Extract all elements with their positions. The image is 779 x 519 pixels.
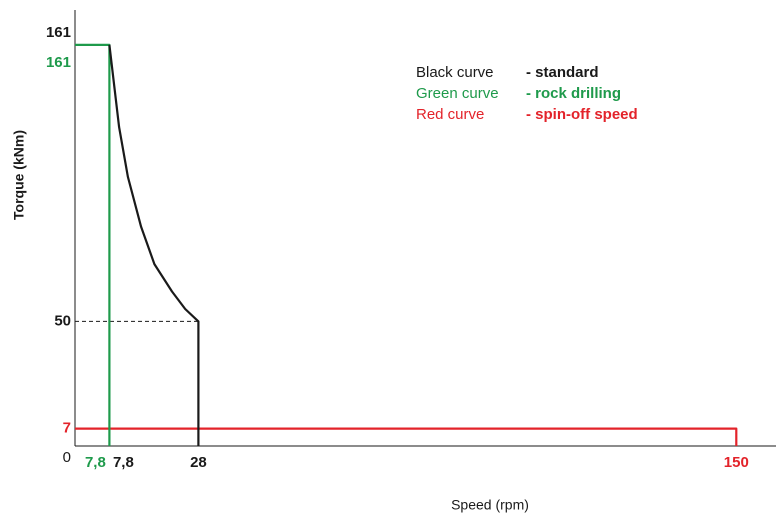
legend-label: Green curve <box>416 85 499 102</box>
legend-description: - spin-off speed <box>526 106 638 123</box>
x-tick-label: 150 <box>724 454 749 471</box>
y-tick-label: 50 <box>54 312 71 329</box>
x-axis-label: Speed (rpm) <box>451 497 529 513</box>
series-line <box>75 43 111 446</box>
y-tick-label: 0 <box>63 449 71 466</box>
series-line <box>75 427 738 446</box>
series-line <box>108 44 200 446</box>
y-tick-label: 161 <box>46 24 71 41</box>
x-tick-label: 7,8 <box>85 454 106 471</box>
legend-label: Red curve <box>416 106 484 123</box>
y-tick-label: 161 <box>46 54 71 71</box>
y-axis-label: Torque (kNm) <box>11 130 27 220</box>
x-tick-label: 7,8 <box>113 454 134 471</box>
legend-description: - standard <box>526 64 599 81</box>
legend-label: Black curve <box>416 64 494 81</box>
legend-description: - rock drilling <box>526 85 621 102</box>
x-tick-label: 28 <box>190 454 207 471</box>
y-tick-label: 7 <box>63 420 71 437</box>
